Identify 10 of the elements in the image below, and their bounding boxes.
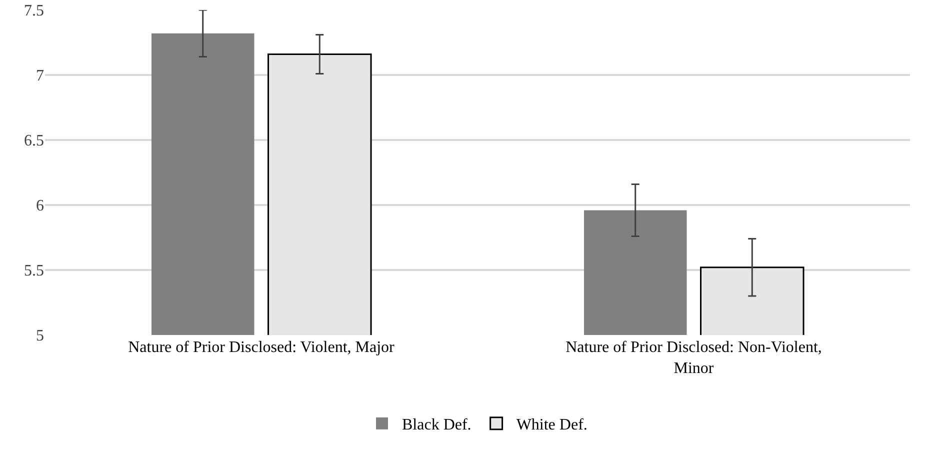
y-tick-label: 5.5 (24, 262, 44, 280)
y-tick-label: 7 (36, 68, 44, 85)
legend-label: Black Def. (402, 416, 472, 434)
y-tick-label: 6.5 (24, 132, 44, 150)
x-tick-label: Nature of Prior Disclosed: Violent, Major (128, 339, 396, 356)
y-tick-label: 5 (36, 328, 44, 345)
legend-label: White Def. (516, 416, 588, 434)
x-tick-label: Nature of Prior Disclosed: Non-Violent, Minor (566, 339, 822, 377)
y-tick-label: 6 (36, 198, 44, 215)
y-tick-label: 7.5 (24, 2, 44, 20)
